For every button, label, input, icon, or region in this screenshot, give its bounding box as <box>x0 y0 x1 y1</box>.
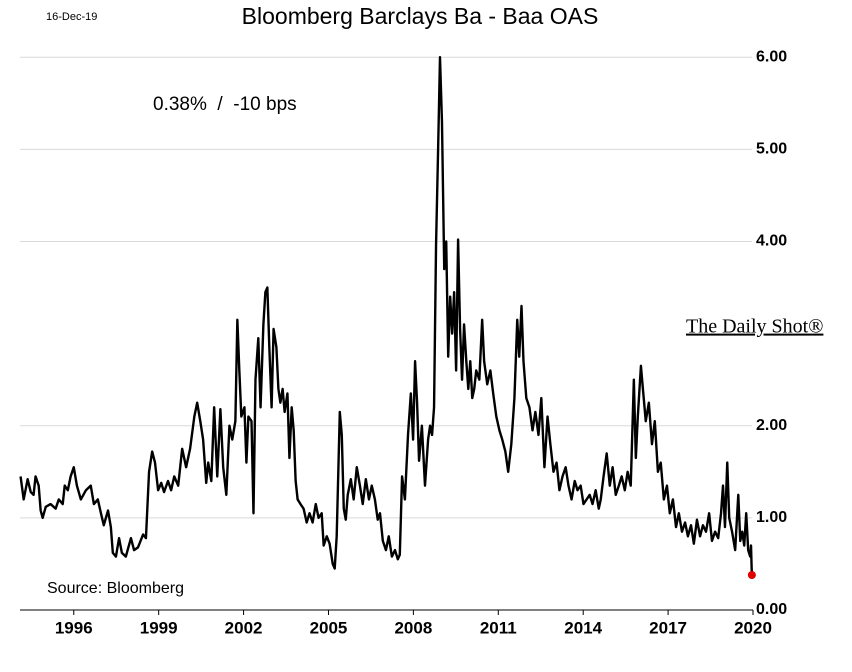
series-line <box>19 56 754 576</box>
y-tick-label: 5.00 <box>756 141 787 158</box>
date-label: 16-Dec-19 <box>46 11 97 23</box>
y-tick-label: 4.00 <box>756 233 787 250</box>
x-tick-label: 2008 <box>394 618 432 637</box>
y-tick-label: 2.00 <box>756 417 787 434</box>
source-note: Source: Bloomberg <box>47 580 184 597</box>
last-point <box>747 570 756 579</box>
x-tick-label: 2005 <box>310 618 348 637</box>
x-tick-label: 1999 <box>140 618 178 637</box>
x-tick-label: 2017 <box>649 618 687 637</box>
x-tick-label: 2002 <box>225 618 263 637</box>
x-tick-label: 1996 <box>55 618 93 637</box>
watermark: The Daily Shot® <box>686 316 823 338</box>
x-tick-label: 2020 <box>734 618 772 637</box>
y-tick-label: 6.00 <box>756 48 787 65</box>
y-tick-label: 1.00 <box>756 509 787 526</box>
annotation: 0.38% / -10 bps <box>153 94 297 115</box>
y-tick-label: 0.00 <box>756 601 787 618</box>
x-tick-label: 2014 <box>564 618 602 637</box>
chart-title: Bloomberg Barclays Ba - Baa OAS <box>242 3 599 29</box>
x-tick-label: 2011 <box>480 618 517 637</box>
